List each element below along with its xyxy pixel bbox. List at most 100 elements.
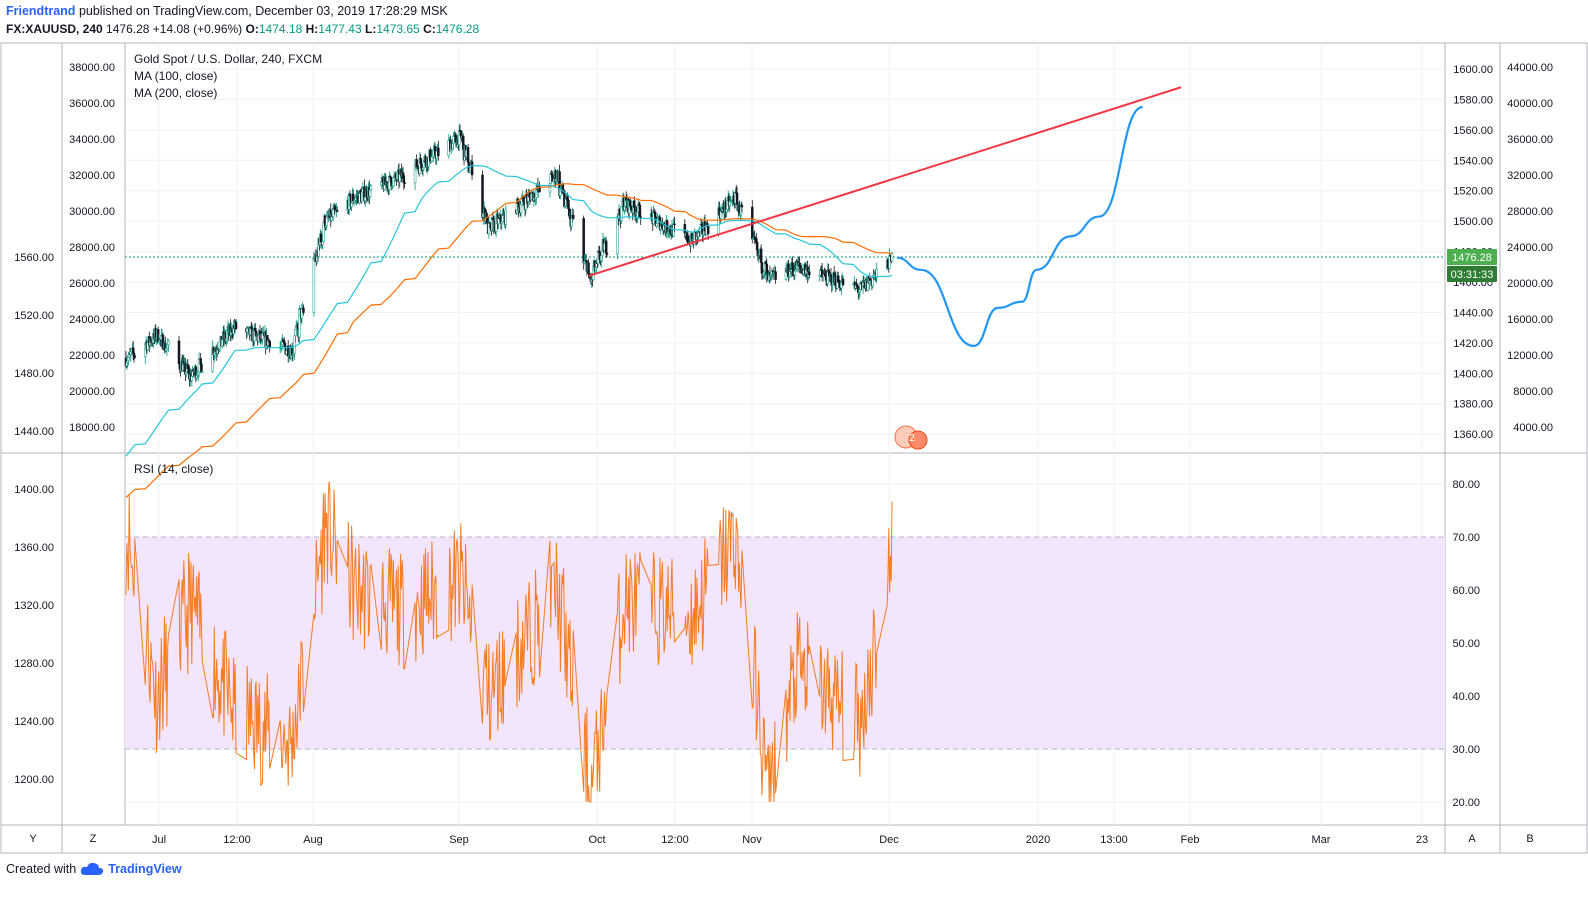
created-with-text: Created with	[6, 862, 77, 876]
far-right-tick: 8000.00	[1513, 386, 1553, 398]
right-price-tick: 1600.00	[1453, 64, 1493, 76]
scale-y-toggle[interactable]: Y	[29, 833, 37, 845]
rsi-tick: 30.00	[1452, 744, 1480, 756]
far-left-tick: 1480.00	[14, 368, 54, 380]
publish-info: Friendtrand published on TradingView.com…	[6, 4, 448, 18]
candle-body	[841, 278, 845, 285]
far-left-tick: 1240.00	[14, 716, 54, 728]
inner-left-tick: 28000.00	[69, 242, 115, 254]
scale-b-toggle[interactable]: B	[1526, 833, 1533, 845]
symbol-label[interactable]: FX:XAUUSD, 240	[6, 22, 103, 36]
candle-body	[890, 252, 894, 262]
time-tick: 23	[1416, 834, 1428, 846]
rsi-tick: 60.00	[1452, 585, 1480, 597]
right-price-tick: 1560.00	[1453, 125, 1493, 137]
candle-body	[620, 205, 623, 221]
chart-title: Gold Spot / U.S. Dollar, 240, FXCM	[134, 52, 322, 66]
candle-body	[673, 223, 676, 226]
price-badge	[1447, 249, 1497, 265]
inner-left-tick: 36000.00	[69, 98, 115, 110]
candle-body	[538, 185, 541, 193]
time-tick: Mar	[1312, 834, 1331, 846]
time-tick: Aug	[303, 834, 323, 846]
candle-body	[364, 196, 367, 202]
open-label: O:	[245, 22, 259, 36]
rsi-tick: 80.00	[1452, 479, 1480, 491]
inner-left-tick: 20000.00	[69, 386, 115, 398]
far-right-axis: 44000.00 40000.00 36000.00 32000.00 28000.00…	[1507, 62, 1553, 434]
rsi-tick: 70.00	[1452, 532, 1480, 544]
footer: Created with TradingView	[6, 862, 182, 876]
rsi-tick: 50.00	[1452, 638, 1480, 650]
rsi-band	[125, 537, 1445, 749]
chart-canvas[interactable]: Gold Spot / U.S. Dollar, 240, FXCM MA (1…	[0, 42, 1588, 854]
rsi-tick: 40.00	[1452, 691, 1480, 703]
time-tick: Oct	[588, 834, 605, 846]
author-link[interactable]: Friendtrand	[6, 4, 76, 18]
trendline[interactable]	[588, 86, 1182, 277]
event-count: 2	[909, 433, 915, 444]
time-tick: Nov	[742, 834, 762, 846]
time-tick: 2020	[1026, 834, 1050, 846]
rsi-line	[125, 481, 893, 803]
candle-body	[437, 147, 440, 156]
inner-left-tick: 32000.00	[69, 170, 115, 182]
far-right-tick: 12000.00	[1507, 350, 1553, 362]
scale-z-toggle[interactable]: Z	[90, 833, 97, 845]
right-price-tick: 1580.00	[1453, 94, 1493, 106]
inner-left-tick: 34000.00	[69, 134, 115, 146]
time-tick: Sep	[449, 834, 469, 846]
candle-body	[389, 176, 393, 181]
candle-body	[686, 232, 689, 242]
right-price-tick: 1540.00	[1453, 155, 1493, 167]
inner-left-tick: 38000.00	[69, 62, 115, 74]
countdown-badge	[1447, 266, 1497, 282]
inner-left-tick: 30000.00	[69, 206, 115, 218]
open-value: 1474.18	[258, 22, 303, 36]
price-badge-text: 1476.28	[1452, 252, 1492, 264]
right-price-tick: 1400.00	[1453, 368, 1493, 380]
candle-body	[312, 257, 316, 313]
far-right-tick: 20000.00	[1507, 278, 1553, 290]
published-text: published on TradingView.com, December 0…	[78, 4, 448, 18]
right-price-axis: 1600.00 1580.00 1560.00 1540.00 1520.00 1500.…	[1453, 64, 1493, 441]
time-axis: Jul 12:00 Aug Sep Oct 12:00 Nov Dec 2020 13:00 Feb…	[152, 834, 1428, 846]
tradingview-cloud-icon	[81, 862, 104, 875]
ma200-line	[125, 183, 893, 498]
right-price-tick: 1360.00	[1453, 429, 1493, 441]
candle-body	[177, 340, 181, 364]
high-label: H:	[305, 22, 319, 36]
inner-left-axis: 38000.00 36000.00 34000.00 32000.00 30000.00…	[69, 62, 115, 434]
countdown-badge-text: 03:31:33	[1451, 269, 1494, 281]
candle-body	[706, 226, 710, 234]
candle-body	[605, 253, 609, 255]
low-label: L:	[365, 22, 377, 36]
candle-body	[335, 210, 339, 212]
ma100-legend: MA (100, close)	[134, 69, 217, 83]
candle-body	[798, 262, 801, 267]
candle-body	[759, 248, 763, 263]
inner-left-tick: 22000.00	[69, 350, 115, 362]
candle-body	[470, 161, 474, 176]
rsi-tick: 20.00	[1452, 797, 1480, 809]
forecast-path[interactable]	[896, 105, 1143, 347]
time-tick: Feb	[1181, 834, 1200, 846]
ma100-line	[125, 164, 893, 457]
far-left-axis: 1560.00 1520.00 1480.00 1440.00 1400.00 1360.…	[14, 252, 54, 786]
right-price-tick: 1500.00	[1453, 216, 1493, 228]
candle-body	[302, 307, 305, 313]
candle-body	[774, 271, 777, 280]
tradingview-brand-link[interactable]: TradingView	[108, 862, 182, 876]
far-right-tick: 24000.00	[1507, 242, 1553, 254]
ohlc-header: FX:XAUUSD, 240 1476.28 +14.08 (+0.96%) O…	[6, 22, 479, 36]
scale-a-toggle[interactable]: A	[1468, 833, 1476, 845]
candle-body	[571, 214, 575, 219]
economic-event-marker[interactable]: 2	[894, 425, 928, 450]
time-tick: 13:00	[1100, 834, 1128, 846]
far-right-tick: 40000.00	[1507, 98, 1553, 110]
inner-left-tick: 26000.00	[69, 278, 115, 290]
high-value: 1477.43	[318, 22, 362, 36]
candle-body	[504, 209, 508, 225]
far-left-tick: 1360.00	[14, 542, 54, 554]
price-change: +14.08 (+0.96%)	[152, 22, 243, 36]
